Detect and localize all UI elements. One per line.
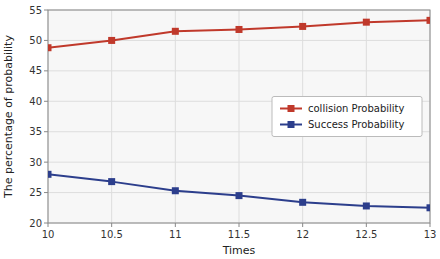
- series-line: [48, 174, 430, 207]
- marker: [363, 19, 370, 26]
- legend-label: Success Probability: [308, 119, 404, 130]
- grid: [48, 10, 430, 223]
- legend-label: collision Probability: [308, 103, 405, 114]
- y-tick: [44, 70, 48, 71]
- y-tick: [44, 223, 48, 224]
- y-tick: [44, 101, 48, 102]
- y-tick: [44, 10, 48, 11]
- y-tick-label: 20: [29, 218, 42, 229]
- marker: [48, 44, 52, 51]
- marker: [236, 192, 243, 199]
- marker: [288, 121, 295, 128]
- x-tick-label: 11.5: [228, 229, 250, 240]
- plot-frame: [48, 10, 430, 223]
- y-axis-label: The percentage of probability: [2, 35, 15, 199]
- x-grid-line: [239, 10, 240, 223]
- marker: [299, 199, 306, 206]
- series-line: [48, 20, 430, 47]
- marker: [108, 37, 115, 44]
- y-tick-label: 25: [29, 187, 42, 198]
- series: [48, 17, 430, 51]
- y-tick: [44, 162, 48, 163]
- x-tick: [430, 223, 431, 227]
- y-tick: [44, 192, 48, 193]
- x-tick: [111, 223, 112, 227]
- marker: [108, 178, 115, 185]
- y-grid-line: [48, 162, 430, 163]
- y-grid-line: [48, 70, 430, 71]
- marker: [299, 23, 306, 30]
- marker: [288, 105, 295, 112]
- marker: [363, 202, 370, 209]
- x-tick-label: 11: [169, 229, 182, 240]
- y-tick-label: 30: [29, 157, 42, 168]
- y-tick: [44, 131, 48, 132]
- y-tick-label: 55: [29, 5, 42, 16]
- marker: [172, 28, 179, 35]
- marker: [172, 187, 179, 194]
- x-tick-label: 13: [424, 229, 437, 240]
- marker: [427, 204, 431, 211]
- x-tick-label: 10: [42, 229, 55, 240]
- x-axis-label: Times: [222, 244, 256, 257]
- axes: 10 10.5 11 11.5 12 12.5 13 20 25 30 35 40 45 50 55: [29, 5, 436, 241]
- data-layer: [48, 17, 430, 211]
- x-tick-label: 12.5: [355, 229, 377, 240]
- x-tick: [175, 223, 176, 227]
- chart-svg: 10 10.5 11 11.5 12 12.5 13 20 25 30 35 40 45 50 55 Time…: [0, 0, 440, 259]
- x-tick: [302, 223, 303, 227]
- marker: [236, 26, 243, 33]
- marker: [48, 171, 52, 178]
- plot-background: [48, 10, 430, 223]
- x-tick-label: 12: [296, 229, 309, 240]
- x-tick: [366, 223, 367, 227]
- legend-box: [272, 97, 422, 137]
- y-tick-label: 35: [29, 126, 42, 137]
- y-tick-label: 50: [29, 35, 42, 46]
- x-tick: [48, 223, 49, 227]
- marker: [427, 17, 431, 24]
- x-tick: [239, 223, 240, 227]
- y-tick-label: 45: [29, 65, 42, 76]
- x-tick-label: 10.5: [101, 229, 123, 240]
- y-tick-label: 40: [29, 96, 42, 107]
- y-tick: [44, 40, 48, 41]
- legend: collision Probability Success Probability: [272, 97, 422, 137]
- chart-container: 10 10.5 11 11.5 12 12.5 13 20 25 30 35 40 45 50 55 Time…: [0, 0, 440, 259]
- series: [48, 171, 430, 211]
